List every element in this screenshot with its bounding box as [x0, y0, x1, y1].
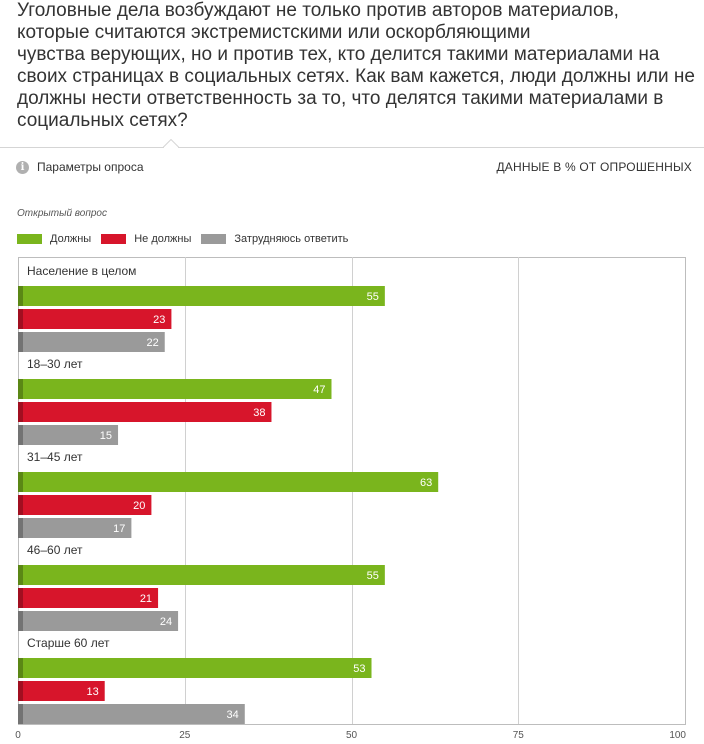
bar-value-label: 55	[367, 291, 379, 303]
bar-edge	[18, 402, 23, 422]
legend-label: Затрудняюсь ответить	[234, 233, 349, 245]
survey-params-toggle[interactable]: i Параметры опроса	[16, 158, 144, 176]
bar-edge	[18, 658, 23, 678]
bar	[18, 472, 439, 492]
bar	[18, 704, 245, 724]
bar	[18, 379, 332, 399]
legend-item-undecided: Затрудняюсь ответить	[201, 233, 348, 245]
bar	[18, 332, 165, 352]
bar-edge	[18, 704, 23, 724]
category-label: 31–45 лет	[27, 450, 83, 464]
bar-value-label: 34	[227, 709, 239, 721]
bar	[18, 681, 105, 701]
divider-line	[0, 147, 704, 148]
bar-edge	[18, 611, 23, 631]
x-tick-label: 50	[346, 730, 358, 741]
bar-value-label: 20	[133, 500, 145, 512]
bar-chart: 0 25 50 75 100 Население в целом 55 23 22 18–30 л…	[15, 257, 686, 741]
legend-item-should: Должны	[17, 233, 91, 245]
bar-value-label: 22	[146, 337, 158, 349]
bar-value-label: 23	[153, 314, 165, 326]
bar	[18, 588, 159, 608]
info-icon: i	[16, 160, 29, 174]
x-tick-label: 25	[179, 730, 191, 741]
bar-edge	[18, 588, 23, 608]
x-tick-label: 0	[15, 730, 21, 741]
question-text: Уголовные дела возбуждают не только прот…	[17, 0, 695, 131]
bar	[18, 518, 132, 538]
bar-edge	[18, 518, 23, 538]
bar	[18, 286, 385, 306]
bar	[18, 495, 152, 515]
callout-notch	[163, 139, 180, 149]
survey-params-label: Параметры опроса	[37, 160, 144, 174]
category-label: Старше 60 лет	[27, 636, 110, 650]
bar-value-label: 17	[113, 523, 125, 535]
bar	[18, 658, 372, 678]
legend-swatch-green	[17, 234, 42, 244]
bar-value-label: 53	[353, 663, 365, 675]
bar-edge	[18, 472, 23, 492]
x-tick-label: 75	[513, 730, 525, 741]
bar-value-label: 47	[313, 384, 325, 396]
category-label: 18–30 лет	[27, 357, 83, 371]
bar-edge	[18, 379, 23, 399]
chart-legend: Должны Не должны Затрудняюсь ответить	[17, 233, 358, 245]
legend-label: Не должны	[134, 233, 192, 245]
bar-value-label: 13	[86, 686, 98, 698]
bar-edge	[18, 309, 23, 329]
category-label: Население в целом	[27, 264, 136, 278]
bar-value-label: 38	[253, 407, 265, 419]
bar-edge	[18, 286, 23, 306]
bar-value-label: 55	[367, 570, 379, 582]
x-tick-label: 100	[669, 730, 686, 741]
question-type-label: Открытый вопрос	[17, 208, 107, 219]
bar-value-label: 24	[160, 616, 172, 628]
bar-edge	[18, 681, 23, 701]
bar	[18, 402, 272, 422]
bar	[18, 565, 385, 585]
bar-value-label: 15	[100, 430, 112, 442]
bar	[18, 425, 119, 445]
bar-edge	[18, 332, 23, 352]
bar-value-label: 63	[420, 477, 432, 489]
bar-edge	[18, 565, 23, 585]
data-units-label: ДАННЫЕ В % ОТ ОПРОШЕННЫХ	[496, 160, 692, 174]
legend-label: Должны	[50, 233, 92, 245]
bar	[18, 309, 172, 329]
category-label: 46–60 лет	[27, 543, 83, 557]
legend-swatch-gray	[201, 234, 227, 244]
legend-item-should-not: Не должны	[101, 233, 191, 245]
bar-edge	[18, 425, 23, 445]
legend-swatch-red	[101, 234, 127, 244]
bar-edge	[18, 495, 23, 515]
bar	[18, 611, 179, 631]
bar-value-label: 21	[140, 593, 152, 605]
